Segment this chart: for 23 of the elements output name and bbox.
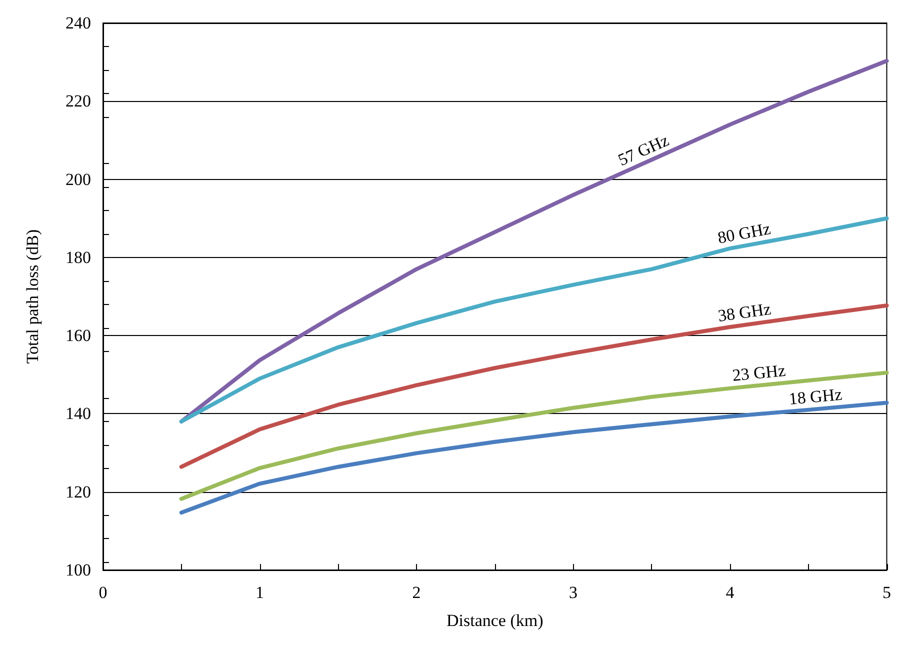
text: 38 GHz [716,299,773,326]
x-tick-label: 4 [726,583,735,602]
y-tick-label: 140 [66,404,91,424]
text: 18 GHz [788,384,844,408]
y-tick-label: 160 [66,326,91,346]
y-tick-label: 220 [66,92,91,111]
x-tick-label: 5 [882,583,891,602]
x-tick-label: 0 [98,583,108,602]
x-tick-label: 3 [569,583,578,602]
y-tick-label: 180 [66,248,91,267]
x-axis-title: Distance (km) [446,611,544,630]
y-tick-label: 100 [66,560,91,580]
x-tick-label: 2 [412,583,421,602]
y-axis-title: Total path loss (dB) [23,229,42,364]
text: 80 GHz [716,218,773,248]
line-series [179,216,889,424]
y-tick-label: 120 [66,482,91,502]
line-series [179,303,889,469]
text: 23 GHz [731,360,787,385]
text: 57 GHz [615,130,672,170]
y-tick-label: 200 [66,170,91,189]
y-tick-label: 240 [66,14,91,32]
x-tick-label: 1 [256,583,264,602]
